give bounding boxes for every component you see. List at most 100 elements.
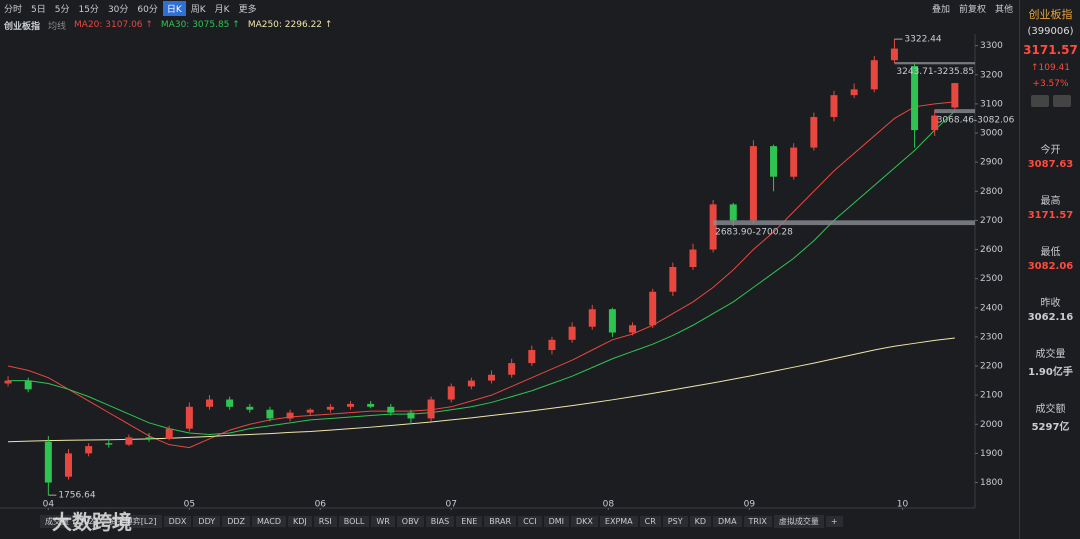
band-label: 2683.90-2700.28: [715, 228, 793, 238]
indicator-tab[interactable]: BRAR: [484, 515, 517, 527]
period-tab[interactable]: 更多: [238, 4, 257, 15]
period-tab[interactable]: 5日: [31, 4, 46, 15]
legend: 创业板指 均线 MA20: 3107.06 ↑ MA30: 3075.85 ↑ MA25…: [4, 18, 332, 32]
ma-line: [8, 337, 955, 443]
indicator-tab[interactable]: DKX: [571, 515, 598, 527]
indicator-tab[interactable]: TRIX: [743, 515, 772, 527]
indicator-tab[interactable]: DMI: [543, 515, 570, 527]
candle-body: [870, 60, 878, 90]
legend-entry: MA20: 3107.06 ↑: [74, 20, 153, 30]
indicator-tab[interactable]: WR: [371, 515, 395, 527]
x-tick-label: 09: [744, 500, 756, 510]
button[interactable]: [1030, 95, 1049, 107]
period-tab[interactable]: 30分: [107, 4, 129, 15]
candle-body: [830, 95, 838, 118]
stat-label: 昨收: [1040, 298, 1061, 309]
candle-body: [528, 350, 536, 364]
period-tab[interactable]: 月K: [214, 4, 230, 15]
candle-body: [488, 374, 496, 381]
toolbar: 分时 5日 5分 15分 30分 60分 日K 周K 月K 更多 叠加 前复权 其他: [0, 0, 1018, 16]
stat-value: 3087.63: [1027, 159, 1074, 170]
candle-body: [266, 409, 274, 419]
candle-body: [367, 403, 375, 407]
indicator-tab[interactable]: PSY: [662, 515, 688, 527]
indicator-tab[interactable]: EXPMA: [599, 515, 638, 527]
indicator-tab[interactable]: DDY: [193, 515, 221, 527]
stat-value: 5297亿: [1031, 422, 1070, 433]
stat-value: 3062.16: [1027, 312, 1074, 323]
chart: 1800 1900 2000 2100 2200 2300 2400 2500 2600 2700…: [0, 34, 1015, 510]
candle-body: [125, 437, 133, 445]
period-tab[interactable]: 分时: [4, 4, 23, 15]
candle-body: [649, 291, 657, 326]
indicator-tab[interactable]: BOLL: [338, 515, 370, 527]
candle-body: [548, 339, 556, 351]
indicator-tab[interactable]: ENE: [456, 515, 483, 527]
y-tick-label: 2000: [980, 420, 1003, 430]
toolbar-item[interactable]: 前复权: [958, 4, 986, 15]
candle-body: [951, 83, 959, 108]
y-tick-label: 3100: [980, 99, 1003, 109]
indicator-tab[interactable]: 虚拟成交量: [773, 514, 824, 528]
y-tick-label: 2900: [980, 158, 1003, 168]
y-tick-label: 3300: [980, 41, 1003, 51]
indicator-tab[interactable]: CR: [639, 515, 661, 527]
ma-line: [8, 110, 956, 435]
indicator-tab[interactable]: +: [825, 515, 843, 527]
candle-body: [4, 380, 12, 384]
period-tab[interactable]: 周K: [190, 4, 206, 15]
period-tab[interactable]: 5分: [54, 4, 70, 15]
code: (399006): [1027, 26, 1074, 37]
stat-value: 3082.06: [1027, 261, 1074, 272]
stat-value: 1.90亿手: [1028, 367, 1073, 378]
indicator-tab[interactable]: RSI: [313, 515, 337, 527]
candle-body: [226, 399, 234, 407]
indicator-tab[interactable]: DDX: [163, 515, 192, 527]
ma-label: 均线: [48, 21, 67, 32]
period-tab[interactable]: 15分: [78, 4, 99, 15]
candle-body: [145, 437, 153, 439]
candle-body: [890, 48, 898, 61]
indicator-tabs: 成交量 [L2] 资金博弈[L2] DDX DDY DDZ MACD KDJ RSI BOLL WR…: [0, 513, 1018, 529]
indicator-tab[interactable]: BIAS: [425, 515, 455, 527]
candle-body: [749, 146, 757, 221]
indicator-tab[interactable]: DDZ: [222, 515, 250, 527]
candle-body: [286, 412, 294, 419]
indicator-tab[interactable]: 成交量: [40, 514, 74, 528]
indicator-tab[interactable]: OBV: [396, 515, 424, 527]
candle-body: [165, 428, 173, 439]
period-tab[interactable]: 60分: [137, 4, 158, 15]
candle-body: [326, 406, 334, 410]
y-tick-label: 2400: [980, 303, 1003, 313]
period-tab[interactable]: 日K: [162, 0, 186, 16]
indicator-tab[interactable]: MACD: [252, 515, 286, 527]
toolbar-item[interactable]: 其他: [994, 4, 1013, 15]
candle-body: [24, 380, 32, 390]
price-band: [934, 109, 975, 114]
y-tick-label: 1800: [980, 478, 1003, 488]
candle-body: [770, 146, 778, 177]
indicator-tab[interactable]: DMA: [713, 515, 742, 527]
candle-body: [790, 147, 798, 177]
point-label: 1756.64: [58, 491, 95, 501]
stat: 最低 3082.06: [1020, 243, 1080, 272]
button[interactable]: [1052, 95, 1071, 107]
y-tick-label: 2100: [980, 391, 1003, 401]
indicator-tab[interactable]: 资金博弈[L2]: [103, 514, 162, 528]
candle-body: [246, 406, 254, 410]
candle-body: [810, 117, 818, 148]
indicator-tab[interactable]: [L2]: [76, 515, 102, 527]
indicator-tab[interactable]: KD: [689, 515, 711, 527]
candle-body: [306, 409, 314, 413]
legend-entry: MA30: 3075.85 ↑: [160, 20, 240, 30]
candle-body: [709, 204, 717, 250]
change: ↑109.41: [1030, 63, 1071, 73]
candle-body: [467, 380, 475, 387]
watermark: 大数跨境: [52, 510, 132, 534]
y-tick-label: 3200: [980, 70, 1003, 80]
indicator-tab[interactable]: CCI: [518, 515, 542, 527]
toolbar-item[interactable]: 叠加: [931, 4, 950, 15]
legend-entry: MA250: 2296.22 ↑: [247, 20, 333, 30]
indicator-tab[interactable]: KDJ: [287, 515, 312, 527]
y-tick-label: 2600: [980, 245, 1003, 255]
